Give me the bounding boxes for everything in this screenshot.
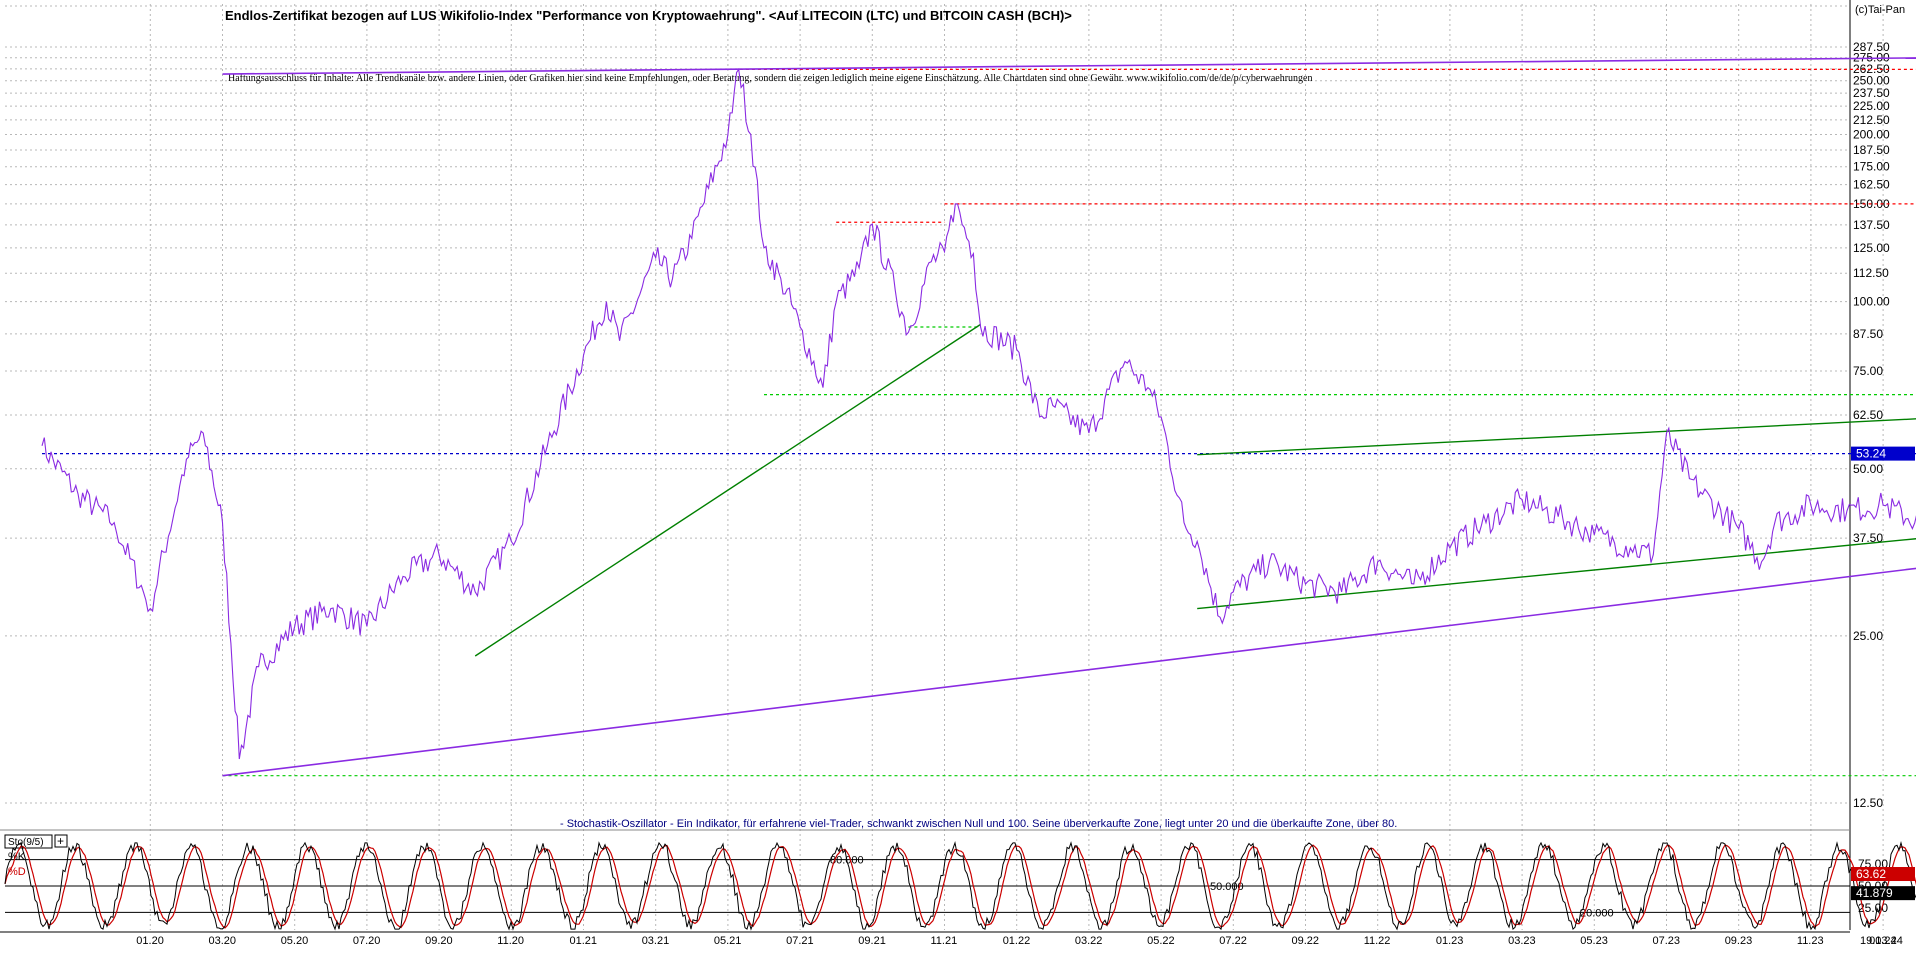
x-axis-tick: 03.21 (642, 935, 670, 947)
stoch-d-value-label: 63.62 (1856, 867, 1886, 881)
x-axis-tick: 05.20 (281, 935, 309, 947)
price-y-tick: 100.00 (1853, 295, 1890, 309)
price-y-tick: 212.50 (1853, 113, 1890, 127)
x-axis-tick: 09.22 (1292, 935, 1320, 947)
x-axis-tick: 01.22 (1003, 935, 1031, 947)
x-axis-tick: 09.20 (425, 935, 453, 947)
x-axis-tick: 05.22 (1147, 935, 1175, 947)
x-axis-tick: 07.22 (1219, 935, 1247, 947)
stoch-level-label: 20.000 (1580, 907, 1614, 919)
x-axis-tick: 07.21 (786, 935, 814, 947)
x-axis-tick: 07.20 (353, 935, 381, 947)
x-axis-tick: 07.23 (1653, 935, 1681, 947)
x-axis-tick: 11.22 (1364, 935, 1391, 947)
x-axis-tick: 05.23 (1580, 935, 1608, 947)
copyright-label: (c)Tai-Pan (1855, 4, 1905, 16)
x-axis-tick: 03.22 (1075, 935, 1103, 947)
price-y-tick: 75.00 (1853, 364, 1883, 378)
stoch-d-legend: %D (8, 866, 26, 878)
price-y-tick: 200.00 (1853, 128, 1890, 142)
price-y-tick: 112.50 (1853, 266, 1889, 280)
x-axis-last-date: 19.03.24 (1860, 935, 1903, 947)
price-y-tick: 187.50 (1853, 143, 1890, 157)
price-y-tick: 225.00 (1853, 99, 1890, 113)
price-y-tick: 125.00 (1853, 241, 1890, 255)
x-axis-tick: 01.23 (1436, 935, 1464, 947)
x-axis-tick: 09.21 (858, 935, 886, 947)
chart-title: Endlos-Zertifikat bezogen auf LUS Wikifo… (225, 8, 1072, 23)
x-axis-tick: 03.20 (209, 935, 237, 947)
price-y-tick: 175.00 (1853, 160, 1890, 174)
stoch-expand-button[interactable]: + (57, 834, 64, 848)
x-axis-tick: 01.21 (570, 935, 598, 947)
x-axis-tick: 01.20 (136, 935, 164, 947)
price-y-tick: 287.50 (1853, 40, 1890, 54)
price-y-tick: 162.50 (1853, 178, 1890, 192)
x-axis-tick: 11.21 (931, 935, 958, 947)
stochastic-description: - Stochastik-Oszillator - Ein Indikator,… (560, 818, 1397, 830)
price-y-tick: 12.50 (1853, 796, 1883, 810)
price-y-tick: 87.50 (1853, 327, 1883, 341)
last-price-label: 53.24 (1856, 447, 1886, 461)
stoch-panel-label[interactable]: Sto(9/5) + (5, 834, 67, 848)
price-y-tick: 62.50 (1853, 408, 1883, 422)
price-y-tick: 237.50 (1853, 86, 1890, 100)
x-axis-tick: 09.23 (1725, 935, 1753, 947)
price-y-tick: 137.50 (1853, 218, 1890, 232)
x-axis-tick: 05.21 (714, 935, 742, 947)
x-axis-tick: 11.20 (497, 935, 524, 947)
stoch-panel-label-text: Sto(9/5) (8, 837, 44, 848)
stoch-k-value-label: 41.879 (1856, 886, 1893, 900)
price-y-tick: 25.00 (1853, 629, 1883, 643)
disclaimer-text: Haftungsausschluss für Inhalte: Alle Tre… (228, 73, 1313, 84)
x-axis-tick: 11.23 (1797, 935, 1824, 947)
x-axis-tick: 03.23 (1508, 935, 1536, 947)
price-y-tick: 50.00 (1853, 462, 1883, 476)
